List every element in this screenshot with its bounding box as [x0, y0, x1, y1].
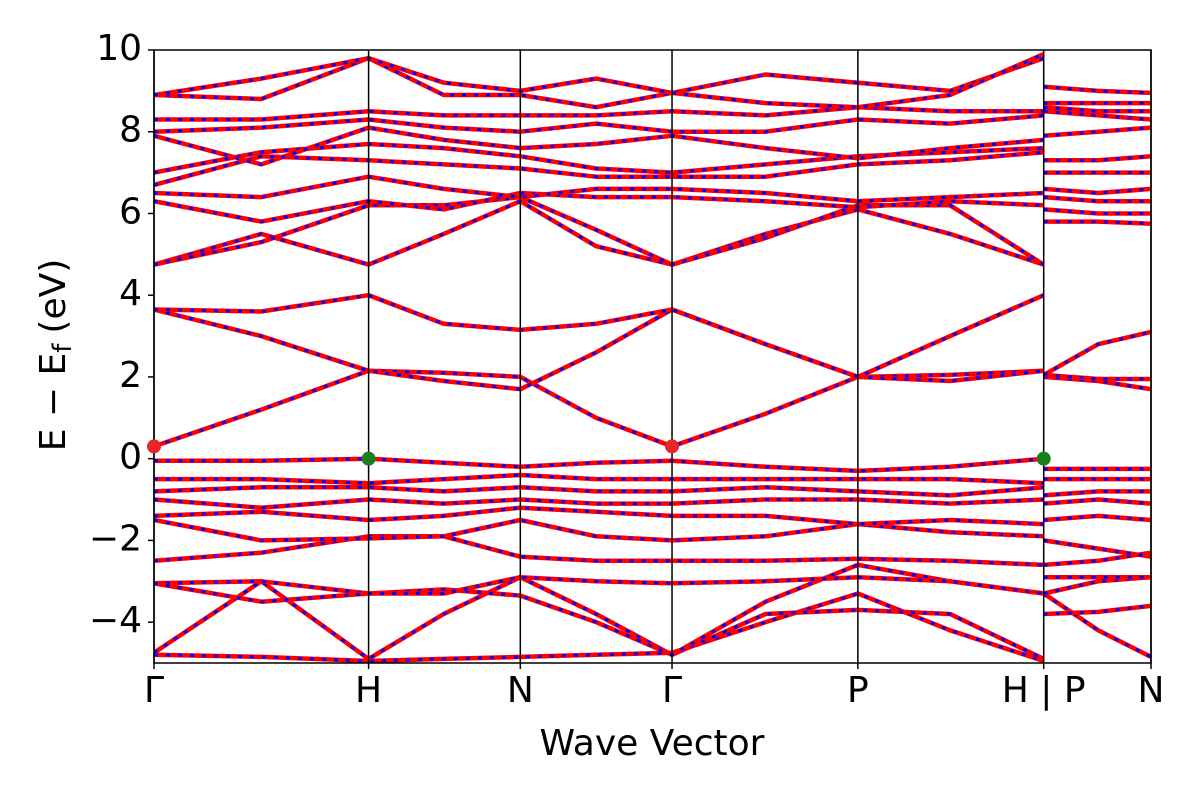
band-line: [154, 55, 1151, 110]
band-dash: [154, 563, 1151, 657]
y-tick-label: 0: [119, 437, 142, 478]
y-label-main: E − E: [33, 353, 74, 452]
band-dash: [154, 195, 1151, 267]
band-dash: [154, 575, 1151, 661]
band-dash: [154, 534, 1151, 567]
x-tick-label: N: [507, 670, 534, 711]
band-dash: [154, 473, 1151, 485]
band-edge-point: [361, 451, 376, 466]
band-line: [154, 591, 1151, 663]
band-dash: [154, 457, 1151, 473]
band-line: [154, 292, 1151, 380]
band-line: [154, 368, 1151, 449]
band-line: [154, 472, 1151, 486]
band-dash: [154, 191, 1151, 224]
band-dash: [154, 575, 1151, 604]
y-tick-label: −4: [89, 600, 142, 641]
y-tick-label: 2: [119, 355, 142, 396]
band-dash: [154, 142, 1151, 175]
band-line: [154, 485, 1151, 498]
band-dash: [154, 485, 1151, 497]
y-tick-label: 6: [119, 191, 142, 232]
y-label-unit: (eV): [33, 259, 74, 334]
x-tick-label: H: [355, 670, 382, 711]
band-dash: [154, 369, 1151, 448]
band-line: [154, 505, 1151, 527]
band-dash: [154, 497, 1151, 510]
band-edge-point: [147, 439, 161, 454]
y-label-sub: f: [48, 343, 78, 353]
band-line: [154, 125, 1151, 167]
x-tick-label: Γ: [662, 670, 682, 711]
band-line: [154, 517, 1151, 559]
x-tick-label: Γ: [144, 670, 164, 711]
x-tick-label: P: [847, 670, 869, 711]
band-dash: [154, 518, 1151, 559]
band-line: [154, 307, 1151, 392]
band-dash: [154, 56, 1151, 109]
band-line: [154, 109, 1151, 134]
band-dash: [154, 175, 1151, 203]
band-dash: [154, 150, 1151, 187]
x-axis-label: Wave Vector: [540, 723, 765, 764]
band-edge-point: [1036, 451, 1051, 466]
x-tick-label: H | P: [1002, 670, 1086, 711]
band-dash: [154, 52, 1151, 109]
band-dash: [154, 591, 1151, 663]
band-line: [154, 456, 1151, 474]
y-tick-label: 10: [96, 28, 142, 69]
band-dash: [154, 105, 1151, 121]
band-line: [154, 497, 1151, 510]
y-tick-label: −2: [89, 518, 142, 559]
band-line: [154, 198, 1151, 267]
band-dash: [154, 293, 1151, 379]
band-edge-point: [665, 439, 680, 454]
y-axis-label: E − Ef (eV): [33, 259, 78, 452]
x-tick-label: N: [1138, 670, 1165, 711]
y-tick-label: 4: [119, 273, 142, 314]
bands: [154, 52, 1151, 663]
y-tick-label: 8: [119, 110, 142, 151]
